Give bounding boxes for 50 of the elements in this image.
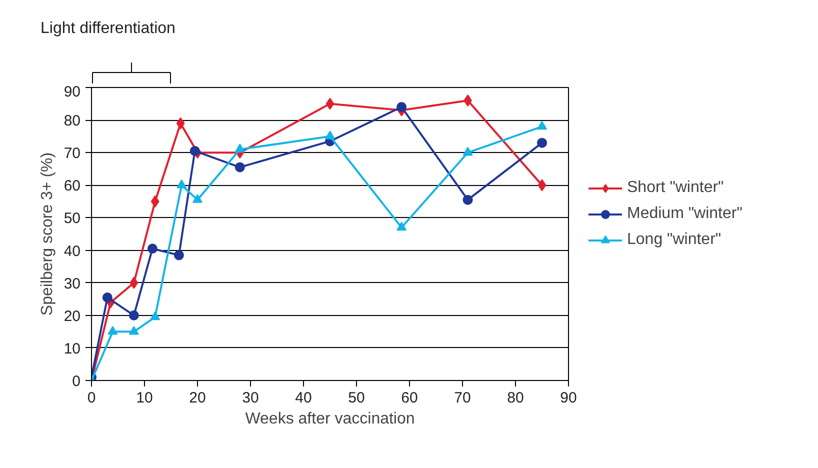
x-tick-label: 80 [507, 390, 524, 406]
x-tick-label: 20 [189, 390, 206, 406]
y-tick-label: 70 [64, 145, 81, 162]
x-axis-title: Weeks after vaccination [245, 410, 415, 428]
legend-label: Long "winter" [627, 230, 722, 248]
y-tick-label: 0 [72, 373, 80, 390]
point [190, 146, 200, 156]
x-tick-label: 50 [348, 390, 365, 406]
point [396, 222, 407, 231]
point [234, 162, 245, 172]
x-tick-label: 60 [401, 390, 418, 406]
x-tick-label: 90 [560, 390, 577, 406]
point [462, 146, 473, 156]
y-tick-label: 40 [64, 242, 81, 260]
y-axis-title: Speilberg score 3+ (%) [38, 152, 56, 316]
point [108, 326, 118, 335]
point [537, 120, 547, 130]
point [192, 194, 202, 203]
y-tick-label: 60 [64, 178, 81, 195]
point [130, 276, 138, 289]
point [128, 310, 139, 320]
x-tick-label: 70 [454, 390, 471, 406]
legend-label: Short "winter" [627, 178, 724, 196]
y-tick-label: 90 [64, 84, 81, 100]
point [538, 179, 546, 192]
point [174, 250, 184, 260]
point [462, 194, 473, 205]
point [150, 311, 160, 320]
legend-label: Medium "winter" [627, 204, 742, 222]
y-tick-label: 10 [64, 340, 81, 358]
point [326, 98, 334, 110]
point [128, 326, 139, 335]
x-tick-label: 40 [295, 390, 312, 406]
point [150, 195, 160, 208]
point [396, 102, 407, 112]
y-tick-label: 20 [64, 308, 81, 325]
x-tick-label: 0 [87, 390, 96, 406]
x-tick-label: 10 [136, 390, 153, 406]
point [537, 138, 547, 148]
point [234, 144, 245, 152]
y-tick-label: 80 [64, 112, 81, 130]
y-tick-label: 50 [64, 210, 81, 228]
text: Light differentiation [40, 20, 176, 37]
point [147, 244, 158, 254]
y-tick-label: 30 [64, 275, 81, 292]
x-tick-label: 30 [242, 390, 259, 406]
point [102, 292, 112, 302]
point [325, 130, 335, 140]
point [176, 179, 187, 188]
point [176, 117, 185, 130]
